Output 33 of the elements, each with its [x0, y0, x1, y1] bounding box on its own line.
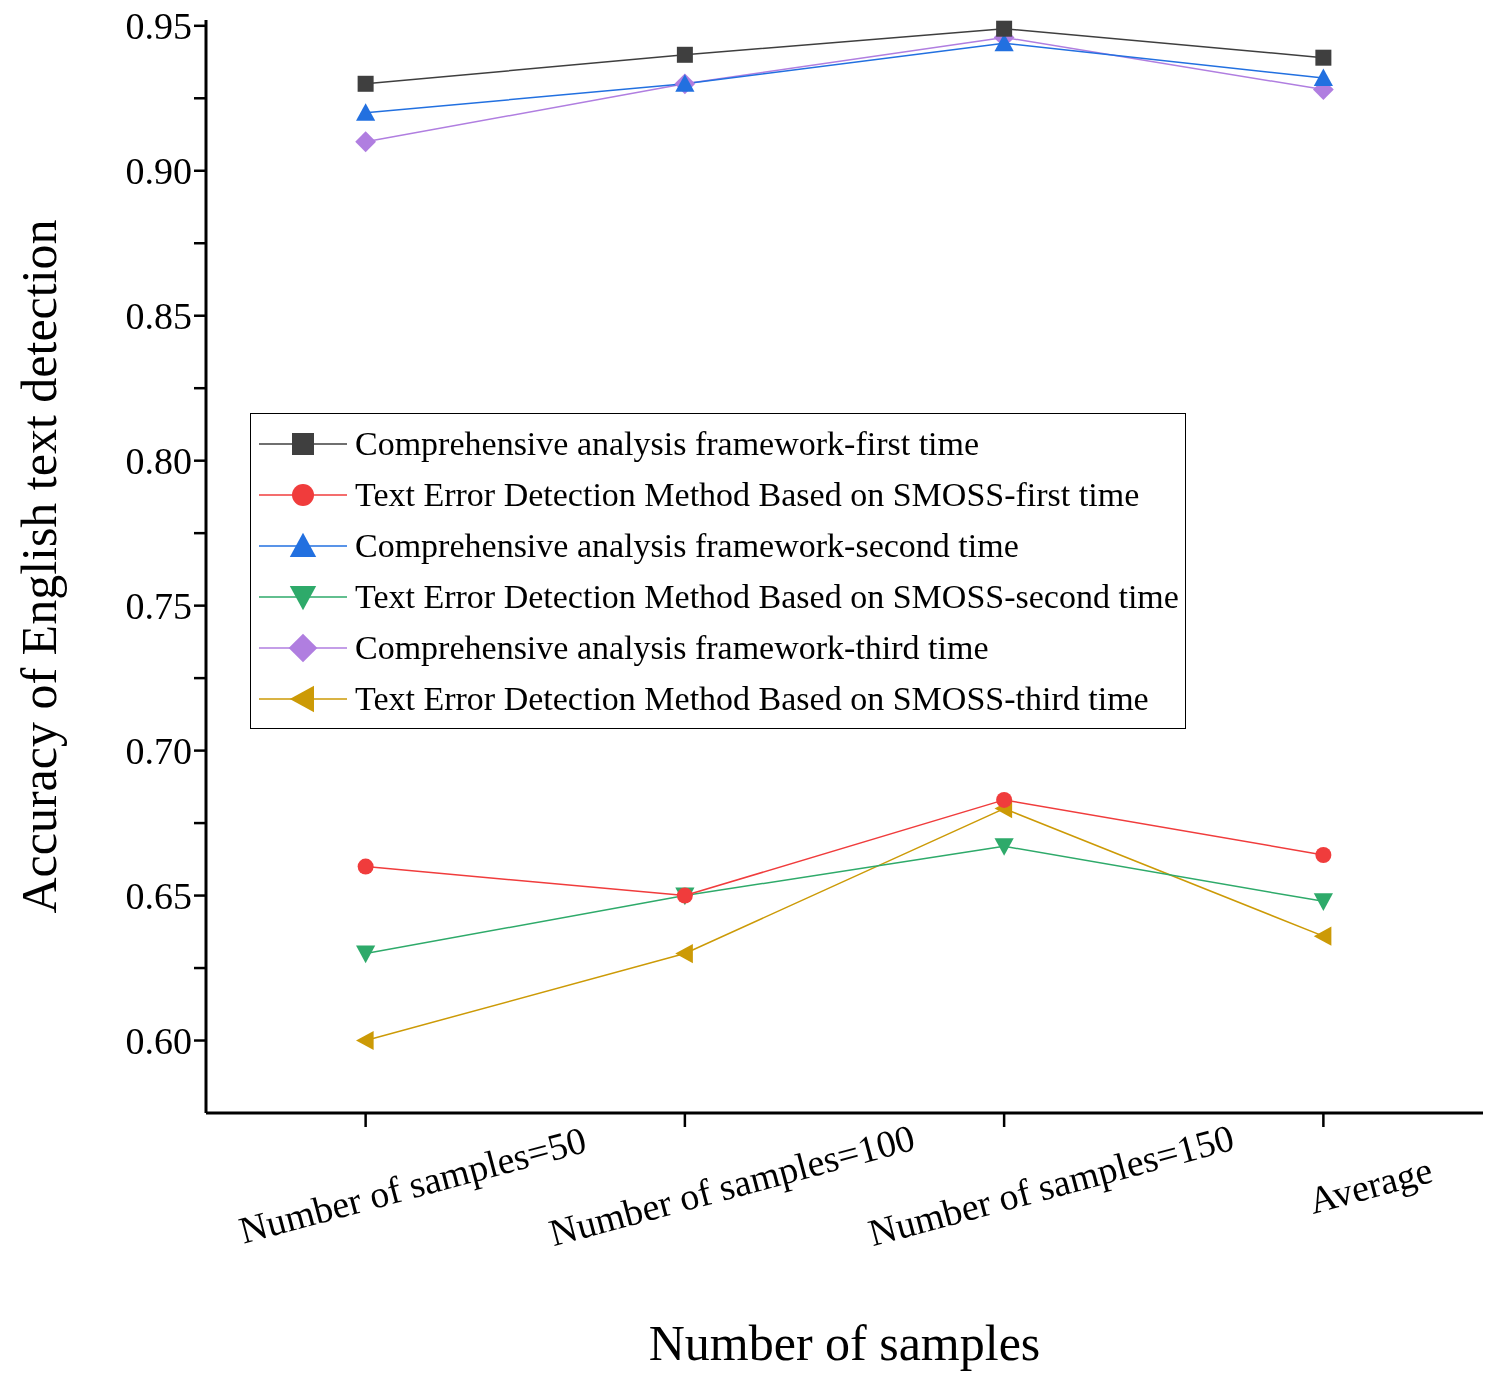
- y-tick-label: 0.85: [125, 295, 192, 338]
- legend-label: Text Error Detection Method Based on SMOSS-second time: [355, 577, 1179, 616]
- y-tick-label: 0.60: [125, 1020, 192, 1063]
- y-tick-label: 0.95: [125, 5, 192, 48]
- point: [996, 20, 1013, 37]
- point: [1315, 49, 1332, 66]
- point: [1313, 893, 1333, 911]
- point: [357, 75, 374, 92]
- point: [996, 791, 1013, 808]
- point: [356, 1030, 374, 1051]
- y-tick-label: 0.90: [125, 150, 192, 193]
- legend-label: Comprehensive analysis framework-second time: [355, 526, 1019, 565]
- point: [1313, 926, 1332, 946]
- legend-label: Comprehensive analysis framework-first time: [355, 424, 980, 463]
- point: [356, 945, 376, 964]
- legend-label: Text Error Detection Method Based on SMOSS-third time: [355, 679, 1149, 718]
- point: [356, 103, 376, 121]
- y-tick-label: 0.80: [125, 440, 192, 483]
- point: [676, 46, 693, 63]
- legend-label: Text Error Detection Method Based on SMOSS-first time: [355, 475, 1140, 514]
- y-tick-label: 0.70: [125, 730, 192, 773]
- point: [357, 858, 374, 875]
- y-tick-label: 0.75: [125, 585, 192, 628]
- point: [675, 943, 693, 964]
- x-tick-label: Average: [1304, 1148, 1437, 1222]
- point: [1313, 68, 1333, 86]
- y-tick-label: 0.65: [125, 875, 192, 918]
- y-axis-title: Accuracy of English text detection: [10, 219, 67, 914]
- x-axis-title: Number of samples: [648, 1315, 1041, 1371]
- point: [355, 131, 377, 153]
- point: [1315, 846, 1332, 863]
- point: [994, 838, 1014, 856]
- legend-label: Comprehensive analysis framework-third time: [355, 628, 989, 667]
